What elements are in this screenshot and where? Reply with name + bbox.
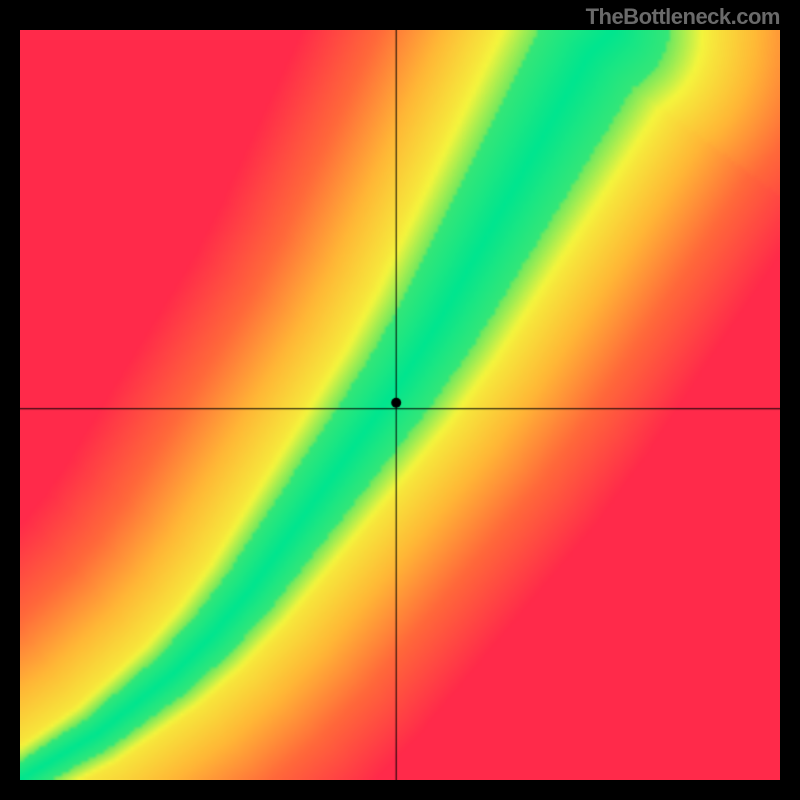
heatmap-canvas (20, 30, 780, 780)
watermark-text: TheBottleneck.com (586, 4, 780, 30)
plot-area (20, 30, 780, 780)
chart-container: TheBottleneck.com (0, 0, 800, 800)
